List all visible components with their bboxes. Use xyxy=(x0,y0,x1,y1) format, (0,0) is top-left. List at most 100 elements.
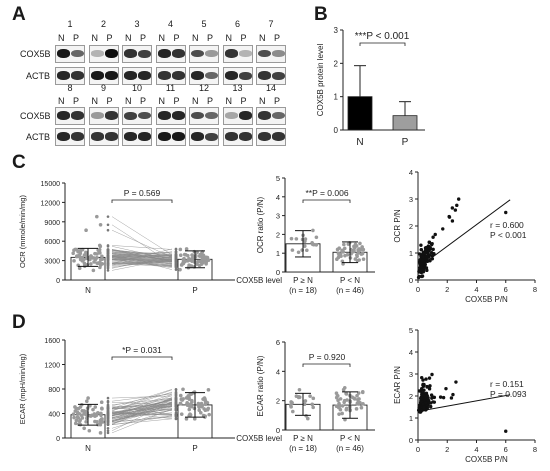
data-point xyxy=(427,249,431,253)
data-point-n xyxy=(98,431,103,435)
p-value-annotation: **P = 0.006 xyxy=(305,188,348,198)
data-point-n xyxy=(85,399,89,403)
y-tick-label: 6 xyxy=(276,338,280,347)
data-point-n xyxy=(98,265,102,270)
data-point-p xyxy=(185,402,190,407)
blot-band xyxy=(191,49,204,58)
data-point-p xyxy=(184,417,189,421)
correlation-r: r = 0.600 xyxy=(490,220,524,230)
y-tick-label: 3 xyxy=(334,26,339,35)
paired-end-point xyxy=(174,396,178,399)
blot-band xyxy=(272,50,285,57)
blot-band xyxy=(104,71,118,80)
blot-band xyxy=(71,71,84,80)
significance-bracket xyxy=(302,199,351,203)
data-point xyxy=(340,248,344,253)
data-point xyxy=(419,389,423,393)
y-axis-label: COX5B protein level xyxy=(316,44,325,117)
paired-line xyxy=(111,403,173,408)
blot-box-cox5b xyxy=(256,45,286,63)
y-tick-label: 5 xyxy=(409,326,413,335)
x-tick-sublabel: (n = 18) xyxy=(289,286,317,295)
data-point xyxy=(294,394,299,399)
data-point xyxy=(419,268,423,272)
blot-band xyxy=(191,111,204,120)
data-point-outlier xyxy=(504,210,508,215)
data-point xyxy=(420,259,425,263)
paired-line xyxy=(111,408,173,410)
data-point-p xyxy=(206,388,211,392)
blot-label-cox5b: COX5B xyxy=(20,111,51,121)
data-point xyxy=(422,251,427,256)
data-point-p xyxy=(203,402,208,407)
data-point-n xyxy=(80,416,85,420)
x-tick-label: P ≥ N xyxy=(293,276,313,285)
data-point xyxy=(444,386,448,391)
data-point-p xyxy=(178,253,183,258)
data-point-n xyxy=(82,426,86,431)
lane-number: 8 xyxy=(67,83,73,93)
x-axis-label: COX5B level xyxy=(236,276,282,285)
blot-box-cox5b xyxy=(55,107,85,125)
paired-end-point xyxy=(174,408,178,412)
blot-band xyxy=(104,132,118,141)
data-point xyxy=(358,241,362,246)
data-point-n xyxy=(93,405,98,409)
data-point xyxy=(346,242,351,246)
x-tick-sublabel: (n = 46) xyxy=(336,444,364,453)
paired-line xyxy=(111,389,173,409)
data-point xyxy=(427,376,432,380)
paired-end-point xyxy=(174,411,178,415)
blot-band xyxy=(191,132,204,141)
data-point xyxy=(335,257,339,262)
data-point xyxy=(421,382,425,387)
data-point-n xyxy=(82,409,86,413)
data-point-n xyxy=(98,422,103,427)
y-axis-label: OCR P/N xyxy=(393,209,402,243)
x-tick-label: 2 xyxy=(445,285,449,294)
blot-band xyxy=(71,111,84,120)
paired-end-point xyxy=(106,431,110,435)
blot-band xyxy=(124,111,137,120)
data-point xyxy=(427,240,431,244)
data-point xyxy=(290,400,294,405)
y-tick-label: 2 xyxy=(276,230,280,239)
data-point-p xyxy=(189,258,194,262)
data-point xyxy=(296,250,301,255)
blot-box-actb xyxy=(189,67,219,85)
blot-band xyxy=(171,49,185,58)
data-point xyxy=(311,396,316,401)
paired-line xyxy=(111,397,173,425)
data-point xyxy=(429,404,433,409)
lane-label-n: N xyxy=(125,33,132,43)
blot-band xyxy=(272,71,285,80)
lane-label-p: P xyxy=(106,33,113,43)
y-tick-label: 12000 xyxy=(41,200,61,207)
blot-band xyxy=(272,111,285,120)
paired-line xyxy=(111,249,173,259)
blot-box-cox5b xyxy=(155,45,186,63)
paired-line xyxy=(111,404,173,421)
data-point-n xyxy=(86,396,90,400)
lane-label-p: P xyxy=(274,33,281,43)
blot-band xyxy=(90,112,104,119)
blot-band xyxy=(258,111,271,120)
blot-box-cox5b xyxy=(122,45,152,63)
x-tick-label: 8 xyxy=(533,285,537,294)
blot-band xyxy=(90,132,104,141)
data-point-p xyxy=(188,392,192,397)
blot-band xyxy=(205,50,218,57)
paired-line xyxy=(111,245,173,250)
data-point xyxy=(360,390,365,395)
blot-box-cox5b xyxy=(88,45,119,63)
y-tick-label: 0 xyxy=(56,436,60,443)
paired-end-point xyxy=(174,387,178,391)
data-point-n xyxy=(91,268,96,273)
data-point xyxy=(420,393,425,397)
blot-band xyxy=(258,49,271,58)
paired-end-point xyxy=(106,412,110,416)
blot-box-cox5b xyxy=(222,107,253,125)
blot-label-actb: ACTB xyxy=(26,132,51,142)
data-point-n xyxy=(88,255,92,260)
blot-box-cox5b xyxy=(189,45,219,63)
